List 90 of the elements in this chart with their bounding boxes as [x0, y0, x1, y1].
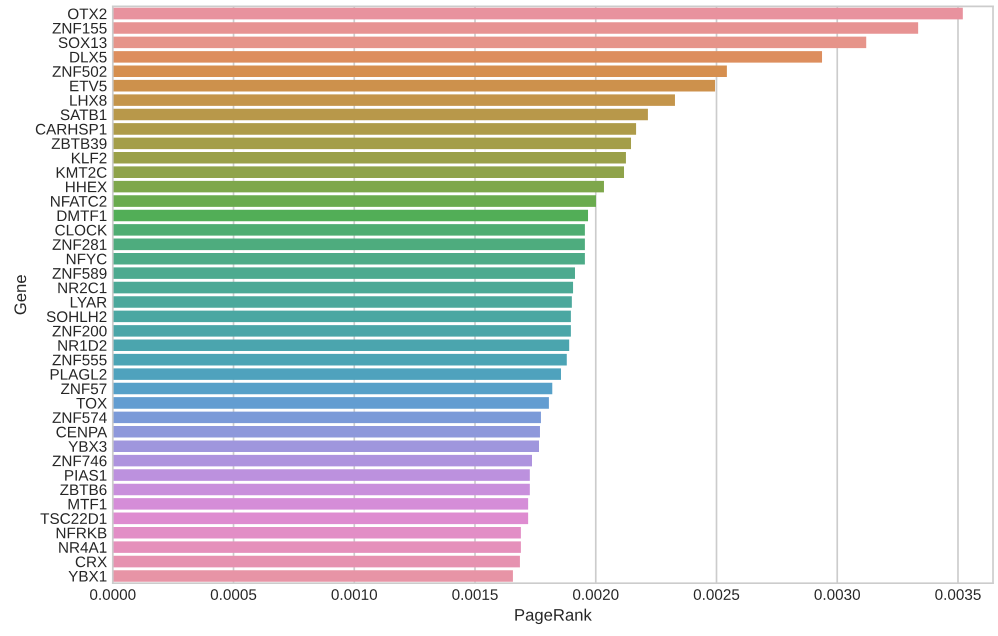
x-tick-label: 0.0030 [814, 589, 860, 600]
bar [112, 484, 530, 496]
bar [112, 296, 572, 308]
x-tick-label: 0.0020 [572, 589, 619, 600]
y-tick-label: NFRKB [56, 528, 106, 538]
y-tick-label: TOX [76, 398, 107, 409]
y-tick-label: ZNF200 [52, 326, 107, 337]
y-tick-label: HHEX [66, 182, 107, 192]
bar [112, 8, 963, 20]
y-tick-label: ZNF281 [52, 239, 106, 250]
y-tick-label: MTF1 [68, 498, 106, 510]
bar [112, 267, 575, 279]
bar [112, 210, 588, 222]
bar [112, 526, 521, 539]
bar [112, 65, 727, 78]
bar [112, 426, 540, 438]
y-tick-label: SOX13 [58, 37, 107, 48]
bar [112, 570, 513, 582]
bar [112, 51, 822, 63]
y-tick-label: ZNF502 [52, 66, 106, 77]
bar [112, 166, 624, 178]
bar [112, 469, 530, 481]
bar [112, 238, 585, 250]
x-tick-label: 0.0010 [332, 589, 378, 600]
y-tick-label: ZNF155 [52, 23, 107, 34]
y-tick-label: DMTF1 [58, 210, 106, 222]
bar [112, 382, 552, 394]
bar [112, 339, 570, 352]
y-tick-label: LHX8 [70, 94, 107, 106]
y-tick-label: NFYC [66, 254, 107, 264]
bar [112, 541, 521, 553]
y-tick-label: ETV5 [70, 80, 107, 92]
x-tick-label: 0.0035 [935, 589, 981, 600]
bar [112, 195, 596, 207]
bar [112, 512, 528, 524]
y-tick-label: CARHSP1 [36, 124, 106, 135]
bar [112, 368, 561, 380]
y-tick-label: TSC22D1 [40, 513, 106, 524]
bar [112, 282, 574, 294]
y-tick-label: ZNF555 [52, 354, 107, 366]
y-tick-label: YBX3 [68, 441, 107, 452]
y-tick-label: ZNF57 [61, 384, 106, 394]
y-tick-label: KMT2C [56, 167, 107, 178]
bar [112, 252, 585, 264]
x-tick-label: 0.0000 [90, 589, 136, 600]
bar [112, 80, 716, 92]
y-tick-label: YBX1 [68, 571, 106, 582]
y-tick-label: NR1D2 [58, 340, 106, 351]
bar [112, 397, 549, 409]
bar [112, 180, 604, 192]
y-tick-label: NR4A1 [59, 542, 106, 553]
y-tick-label: SOHLH2 [46, 311, 106, 322]
bar [112, 454, 532, 466]
bar [112, 412, 541, 424]
y-tick-label: NFATC2 [51, 196, 106, 207]
bar [112, 138, 632, 150]
bar [112, 354, 567, 366]
bar [112, 123, 636, 135]
bar [112, 325, 571, 337]
x-axis-title: PageRank [515, 608, 592, 624]
y-tick-label: ZNF746 [52, 456, 107, 466]
bar [112, 108, 648, 120]
y-axis-title: Gene [14, 275, 26, 314]
y-tick-label: LYAR [70, 297, 107, 308]
x-tick-label: 0.0005 [210, 589, 256, 600]
bar [112, 22, 918, 34]
bar [112, 152, 626, 164]
y-tick-label: NR2C1 [58, 282, 106, 294]
x-tick-label: 0.0015 [452, 589, 498, 600]
bar [112, 224, 585, 236]
x-tick-label: 0.0025 [694, 589, 740, 600]
y-tick-label: ZNF589 [52, 268, 106, 279]
y-tick-label: SATB1 [60, 109, 106, 120]
bar [112, 94, 675, 106]
y-tick-label: ZNF574 [52, 412, 107, 424]
y-tick-label: CRX [76, 556, 107, 568]
bar [112, 36, 866, 48]
y-tick-label: DLX5 [70, 52, 107, 63]
y-tick-label: PLAGL2 [50, 368, 106, 380]
bar [112, 310, 571, 322]
y-tick-label: PIAS1 [65, 470, 106, 481]
y-tick-label: CENPA [56, 426, 108, 438]
y-tick-label: CLOCK [55, 224, 108, 236]
y-tick-label: ZBTB6 [60, 484, 107, 496]
y-tick-label: OTX2 [68, 8, 106, 20]
bar [112, 440, 540, 452]
bar [112, 556, 520, 568]
y-tick-label: KLF2 [72, 152, 106, 164]
y-tick-label: ZBTB39 [52, 138, 106, 150]
bar [112, 498, 528, 510]
